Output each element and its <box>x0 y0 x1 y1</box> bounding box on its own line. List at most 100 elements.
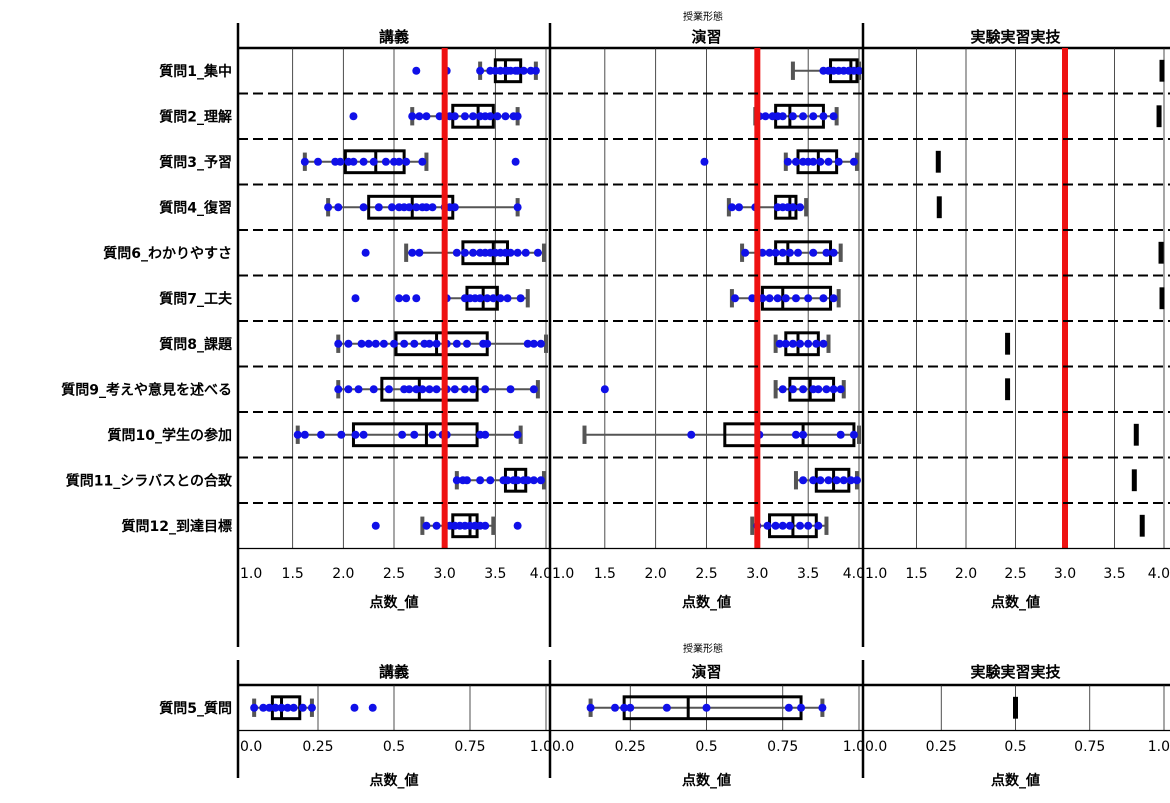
row-label: 質問3_予習 <box>159 154 232 171</box>
data-point <box>418 385 427 394</box>
box-row <box>452 467 546 493</box>
data-point <box>785 248 794 257</box>
data-point <box>812 339 821 348</box>
x-tick-label: 1.0 <box>240 566 262 582</box>
data-point <box>519 66 528 75</box>
data-point <box>784 703 793 712</box>
data-point <box>702 703 711 712</box>
box-single-value-mark <box>1131 469 1137 492</box>
box-row <box>1013 696 1018 719</box>
data-point <box>364 339 373 348</box>
data-point <box>513 203 522 212</box>
data-point <box>412 66 421 75</box>
data-point <box>483 339 492 348</box>
data-point <box>450 112 459 121</box>
facet-label: 講義 <box>379 28 409 46</box>
x-axis-label: 点数_値 <box>682 772 731 789</box>
facet-panel-3: 実験実習実技 0.0 0.25 0.5 0.75 1.0 点数_値 <box>865 663 1170 789</box>
x-tick-label: 4.0 <box>843 566 865 582</box>
facet-label: 実験実習実技 <box>970 28 1061 46</box>
data-point <box>773 294 782 303</box>
data-point <box>778 385 787 394</box>
data-point <box>700 157 709 166</box>
data-point <box>809 248 818 257</box>
facet-panel-3: 実験実習実技 1.0 1.5 2.0 2.5 3.0 3.5 4.0 点数_値 <box>865 28 1170 611</box>
box-row <box>793 467 861 493</box>
data-point <box>503 476 512 485</box>
row-label: 質問9_考えや意見を述べる <box>61 381 232 398</box>
data-point <box>513 248 522 257</box>
x-tick-label: 0.0 <box>865 739 887 755</box>
data-point <box>513 112 522 121</box>
data-point <box>814 385 823 394</box>
data-point <box>521 248 530 257</box>
data-point <box>824 157 833 166</box>
row-label: 質問11_シラバスとの合致 <box>66 472 233 489</box>
x-tick-label: 0.5 <box>695 739 717 755</box>
data-point <box>804 339 813 348</box>
data-point <box>469 385 478 394</box>
data-point <box>381 157 390 166</box>
data-point <box>523 476 532 485</box>
box-row <box>412 58 540 84</box>
data-point <box>796 521 805 530</box>
box-row <box>750 513 829 539</box>
data-point <box>452 339 461 348</box>
row-label: 質問2_理解 <box>159 108 232 125</box>
data-point <box>513 66 522 75</box>
data-point <box>513 430 522 439</box>
data-point <box>506 385 515 394</box>
data-point <box>796 203 805 212</box>
data-point <box>788 203 797 212</box>
box-row <box>726 194 809 220</box>
box-row <box>351 285 530 311</box>
x-tick-label: 2.0 <box>332 566 354 582</box>
data-point <box>425 385 434 394</box>
facet-panel-1: 講義 0.0 0.25 0.5 0.75 1.0 点数_値 <box>240 663 552 789</box>
data-point <box>369 157 378 166</box>
box-single-value-mark <box>1013 696 1018 719</box>
data-point <box>819 339 828 348</box>
data-point <box>450 385 459 394</box>
data-point <box>620 703 629 712</box>
x-tick-label: 0.5 <box>1004 739 1026 755</box>
data-point <box>412 294 421 303</box>
data-point <box>531 66 540 75</box>
x-tick-label: 1.5 <box>594 566 616 582</box>
data-point <box>432 385 441 394</box>
box-row <box>1159 287 1165 310</box>
data-point <box>400 339 409 348</box>
data-point <box>839 476 848 485</box>
data-point <box>481 521 490 530</box>
box-row <box>1139 514 1145 537</box>
data-point <box>503 294 512 303</box>
data-point <box>334 203 343 212</box>
box-row <box>334 331 548 357</box>
x-tick-label: 0.25 <box>926 739 957 755</box>
data-point <box>289 703 298 712</box>
data-point <box>418 157 427 166</box>
data-point <box>469 248 478 257</box>
data-point <box>359 430 368 439</box>
data-point <box>822 248 831 257</box>
row-label: 質問10_学生の参加 <box>108 427 232 444</box>
x-tick-label: 0.0 <box>240 739 262 755</box>
facet-label: 演習 <box>691 28 721 46</box>
data-point <box>829 248 838 257</box>
data-point <box>293 430 302 439</box>
data-point <box>781 294 790 303</box>
data-point <box>771 521 780 530</box>
data-point <box>852 476 861 485</box>
data-point <box>259 703 268 712</box>
data-point <box>611 703 619 712</box>
data-point <box>300 157 309 166</box>
data-point <box>357 339 366 348</box>
data-point <box>334 339 343 348</box>
row-label: 質問6_わかりやすさ <box>103 245 232 262</box>
x-tick-label: 3.0 <box>746 566 768 582</box>
data-point <box>405 203 414 212</box>
box-row <box>1158 241 1164 264</box>
x-tick-label: 2.5 <box>695 566 717 582</box>
data-point <box>314 157 322 166</box>
x-axis-label: 点数_値 <box>682 594 731 611</box>
